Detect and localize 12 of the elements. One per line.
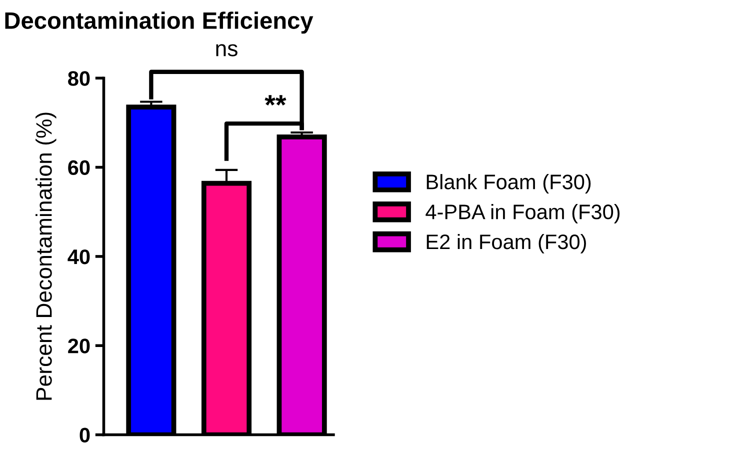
chart-title: Decontamination Efficiency: [5, 12, 314, 34]
annotation: **: [264, 95, 286, 106]
legend-label: 4-PBA in Foam (F30): [426, 204, 620, 224]
y-tick-label: 60: [68, 160, 90, 176]
y-axis-title: Percent Decontamination (%): [36, 112, 56, 400]
text: ns: [216, 44, 238, 56]
y-tick-label: 20: [68, 338, 90, 354]
legend-label: Blank Foam (F30): [426, 174, 591, 194]
y-tick-label: 40: [68, 249, 90, 264]
y-tick-label: 0: [80, 428, 90, 443]
y-tick-label: 80: [68, 71, 90, 86]
legend-label: E2 in Foam (F30): [426, 234, 586, 254]
